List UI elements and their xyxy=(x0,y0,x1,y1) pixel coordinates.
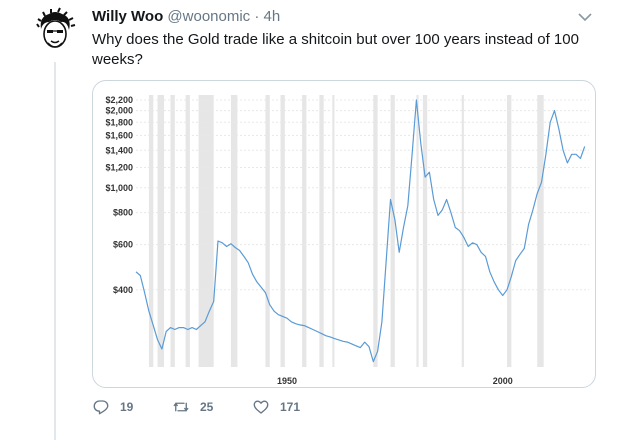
recession-band xyxy=(230,95,238,367)
recession-band xyxy=(198,95,214,367)
recession-band xyxy=(461,95,464,367)
thread-line xyxy=(54,62,56,440)
chevron-down-icon[interactable] xyxy=(576,10,594,24)
x-tick-label: 2000 xyxy=(493,376,513,386)
recession-band xyxy=(302,95,307,367)
like-count: 171 xyxy=(280,400,301,414)
reply-button[interactable]: 19 xyxy=(92,398,133,416)
recession-band xyxy=(157,95,165,367)
separator-dot: · xyxy=(254,8,260,25)
reply-icon xyxy=(93,400,109,415)
display-name[interactable]: Willy Woo xyxy=(92,8,164,25)
tweet-media-chart[interactable]: $2,200 $2,000 $1,800 $1,600 $1,400 $1,200 $1,0… xyxy=(92,80,596,388)
reply-count: 19 xyxy=(120,400,134,414)
avatar[interactable] xyxy=(31,7,79,55)
recession-band xyxy=(422,95,428,367)
gold-price-line xyxy=(135,99,586,363)
handle[interactable]: @woonomic xyxy=(167,8,251,25)
recession-band xyxy=(373,95,378,367)
recession-band xyxy=(319,95,324,367)
recession-band xyxy=(390,95,395,367)
y-tick-label: $1,600 xyxy=(105,130,133,140)
gold-price-chart: $2,200$2,000$1,800 $1,600 $1,400 $1,200 $1,0… xyxy=(105,95,589,386)
tweet-header: Willy Woo @woonomic · 4h xyxy=(92,7,280,27)
tweet-text: Why does the Gold trade like a shitcoin … xyxy=(92,31,579,68)
tweet-actions: 19 25 171 xyxy=(92,398,492,422)
y-tick-label: $1,200 xyxy=(105,162,133,172)
y-tick-label: $1,400 xyxy=(105,145,133,155)
y-tick-label: $2,000 xyxy=(105,106,133,116)
avatar-icon xyxy=(32,7,78,54)
y-tick-label: $400 xyxy=(113,285,133,295)
recession-band xyxy=(332,95,335,367)
y-tick-label: $600 xyxy=(113,240,133,250)
like-icon xyxy=(253,400,269,414)
recession-band xyxy=(507,95,512,367)
recession-band xyxy=(537,95,544,367)
retweet-button[interactable]: 25 xyxy=(172,398,213,416)
like-button[interactable]: 171 xyxy=(252,398,300,416)
x-tick-label: 1950 xyxy=(277,376,297,386)
recession-band xyxy=(170,95,175,367)
recession-band xyxy=(148,95,154,367)
recession-band xyxy=(280,95,285,367)
y-tick-label: $800 xyxy=(113,208,133,218)
recession-band xyxy=(185,95,190,367)
recession-band xyxy=(265,95,270,367)
y-tick-label: $1,800 xyxy=(105,117,133,127)
y-tick-label: $2,200 xyxy=(105,95,133,105)
retweet-count: 25 xyxy=(200,400,214,414)
recession-band xyxy=(416,95,419,367)
y-tick-label: $1,000 xyxy=(105,183,133,193)
timestamp[interactable]: 4h xyxy=(263,8,281,25)
retweet-icon xyxy=(173,402,189,412)
